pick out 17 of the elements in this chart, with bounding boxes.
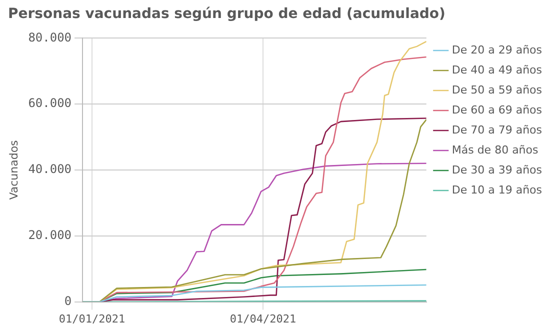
y-tick-label: 0 xyxy=(64,294,72,308)
y-tick-label: 40.000 xyxy=(28,162,72,176)
x-tick-label: 01/01/2021 xyxy=(58,312,126,326)
legend-label: De 60 a 69 años xyxy=(452,103,542,116)
legend-label: De 30 a 39 años xyxy=(452,163,542,176)
y-tick-label: 60.000 xyxy=(28,96,72,110)
y-tick-label: 20.000 xyxy=(28,228,72,242)
legend-label: De 40 a 49 años xyxy=(452,63,542,76)
x-tick-label: 01/04/2021 xyxy=(230,312,296,326)
legend-label: Más de 80 años xyxy=(452,143,539,156)
legend-label: De 10 a 19 años xyxy=(452,183,542,196)
legend-label: De 20 a 29 años xyxy=(452,43,542,56)
legend-label: De 70 a 79 años xyxy=(452,123,542,136)
chart-title: Personas vacunadas según grupo de edad (acumulado) xyxy=(7,5,446,24)
y-axis-title: Vacunados xyxy=(7,140,20,200)
legend-label: De 50 a 59 años xyxy=(452,83,542,96)
y-tick-label: 80.000 xyxy=(28,30,72,44)
